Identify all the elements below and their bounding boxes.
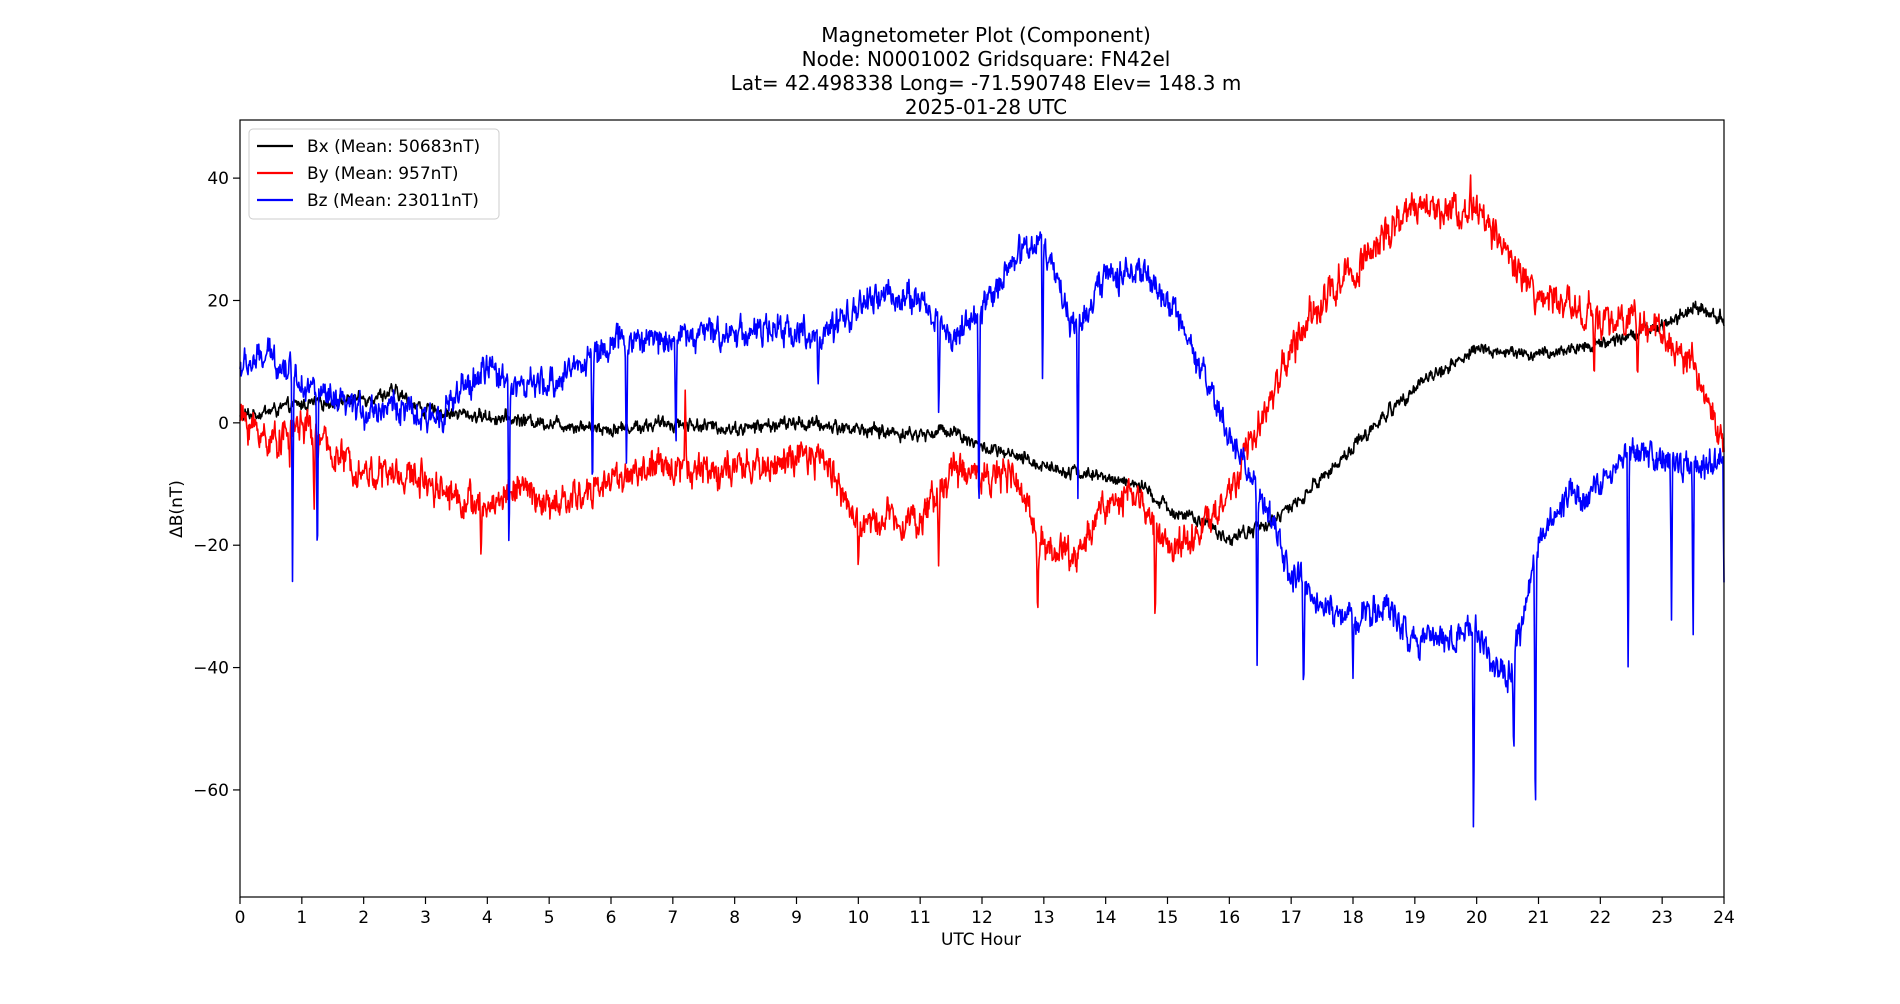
legend-box [248,128,500,220]
x-tick-label: 10 [848,908,870,928]
x-tick-label: 4 [482,908,493,928]
x-tick-label: 6 [606,908,617,928]
legend: Bx (Mean: 50683nT) By (Mean: 957nT) Bz (… [248,128,500,220]
series-line-bx [239,300,1725,547]
chart-title: Magnetometer Plot (Component) Node: N000… [731,23,1242,119]
y-tick-label: −60 [193,781,229,801]
y-tick-label: −40 [193,659,229,679]
legend-label-by: By (Mean: 957nT) [307,164,458,184]
title-line-2: Node: N0001002 Gridsquare: FN42el [802,47,1171,71]
y-tick-label: 40 [207,169,229,189]
x-tick-label: 17 [1280,908,1302,928]
x-tick-label: 16 [1219,908,1241,928]
x-tick-label: 15 [1157,908,1179,928]
x-tick-label: 19 [1404,908,1426,928]
x-tick-label: 9 [791,908,802,928]
x-tick-label: 20 [1466,908,1488,928]
x-tick-label: 13 [1033,908,1055,928]
y-tick-label: −20 [193,536,229,556]
y-axis-label: ΔB(nT) [167,480,187,538]
plot-frame [239,119,1725,898]
title-line-4: 2025-01-28 UTC [905,95,1067,119]
x-tick-label: 7 [667,908,678,928]
series-layer [239,174,1725,828]
legend-label-bz: Bz (Mean: 23011nT) [307,191,479,211]
x-tick-label: 8 [729,908,740,928]
legend-label-bx: Bx (Mean: 50683nT) [307,137,480,157]
x-tick-label: 23 [1651,908,1673,928]
x-tick-label: 1 [296,908,307,928]
title-line-3: Lat= 42.498338 Long= -71.590748 Elev= 14… [731,71,1242,95]
x-axis-label: UTC Hour [941,930,1021,950]
y-tick-label: 0 [218,414,229,434]
x-tick-label: 18 [1342,908,1364,928]
x-tick-label: 12 [971,908,993,928]
x-tick-label: 2 [358,908,369,928]
x-tick-label: 11 [909,908,931,928]
x-axis-ticks: 0 1 2 3 4 5 6 7 8 9 10 11 12 13 14 15 16 17 18 19 20 21 22 23 24 [235,897,1735,928]
x-tick-label: 3 [420,908,431,928]
x-tick-label: 21 [1528,908,1550,928]
x-tick-label: 24 [1713,908,1735,928]
x-tick-label: 0 [235,908,246,928]
series-line-bz [239,231,1725,828]
title-line-1: Magnetometer Plot (Component) [821,23,1151,47]
series-line-by [239,174,1725,615]
x-tick-label: 22 [1590,908,1612,928]
x-tick-label: 5 [544,908,555,928]
y-axis-ticks: 40 20 0 −20 −40 −60 [193,169,240,801]
y-tick-label: 20 [207,291,229,311]
x-tick-label: 14 [1095,908,1117,928]
